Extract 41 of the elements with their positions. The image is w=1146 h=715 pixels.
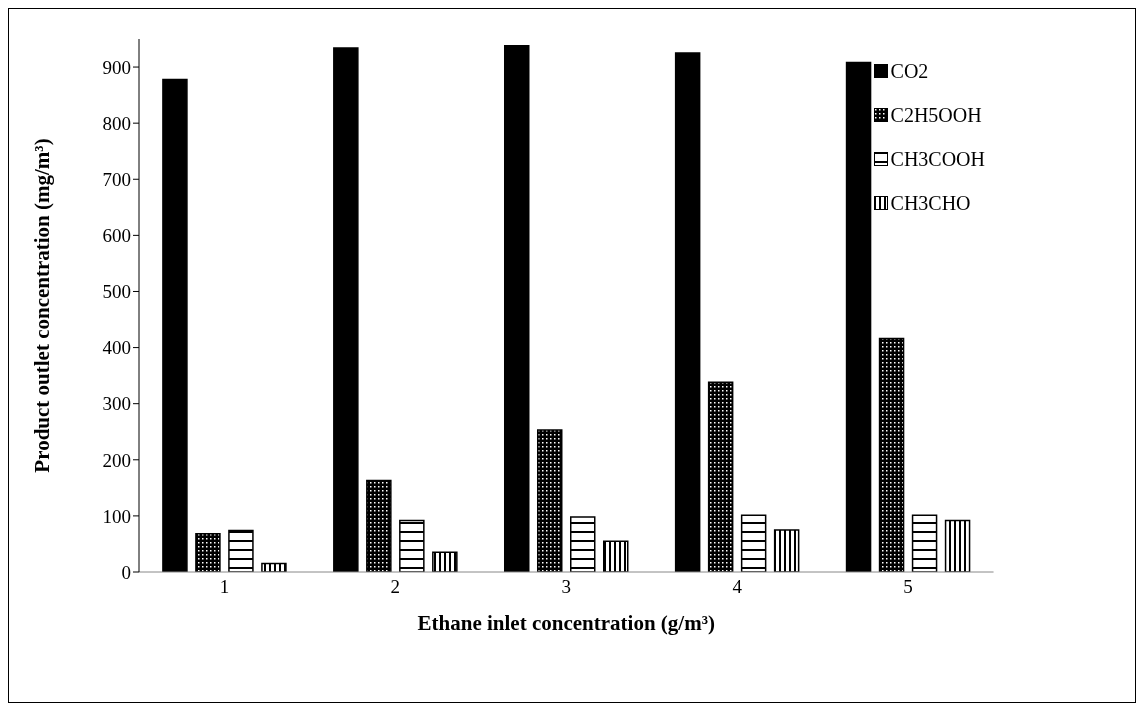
bar <box>944 519 971 572</box>
bar <box>162 78 188 572</box>
y-tick-label: 300 <box>102 393 131 415</box>
y-tick-label: 0 <box>121 561 131 583</box>
y-tick-label: 600 <box>102 225 131 247</box>
bar <box>333 47 359 572</box>
bar <box>432 551 458 572</box>
x-axis-title: Ethane inlet concentration (g/m³) <box>417 611 715 635</box>
bar <box>878 337 905 572</box>
x-tick-label: 4 <box>732 576 743 598</box>
bar <box>845 61 872 572</box>
y-tick-label: 500 <box>102 281 131 303</box>
bar <box>570 516 596 572</box>
x-tick-label: 3 <box>561 576 572 598</box>
y-tick-label: 800 <box>102 112 131 134</box>
bar <box>504 44 530 572</box>
legend-label: CH3CHO <box>890 191 971 215</box>
y-tick-label: 100 <box>102 505 131 527</box>
y-axis-title: Product outlet concentration (mg/m³) <box>30 138 54 473</box>
bar <box>261 562 287 572</box>
bar <box>399 519 425 572</box>
bar <box>195 533 221 572</box>
bar <box>537 429 563 572</box>
x-tick-label: 5 <box>903 576 913 598</box>
x-tick-label: 1 <box>219 576 230 598</box>
bar <box>366 479 392 572</box>
legend-label: C2H5OOH <box>890 103 982 127</box>
bar <box>228 529 254 572</box>
x-tick-label: 2 <box>390 576 401 598</box>
legend-label: CO2 <box>890 59 929 83</box>
y-tick-label: 900 <box>102 56 131 78</box>
y-tick-label: 700 <box>102 169 131 191</box>
bar <box>603 540 629 572</box>
y-tick-label: 400 <box>102 337 131 359</box>
y-tick-label: 200 <box>102 449 131 471</box>
bar <box>740 514 767 572</box>
bar <box>911 514 938 572</box>
legend-label: CH3COOH <box>890 147 985 171</box>
bar <box>773 529 800 572</box>
bar <box>674 52 701 572</box>
bar <box>707 381 734 572</box>
